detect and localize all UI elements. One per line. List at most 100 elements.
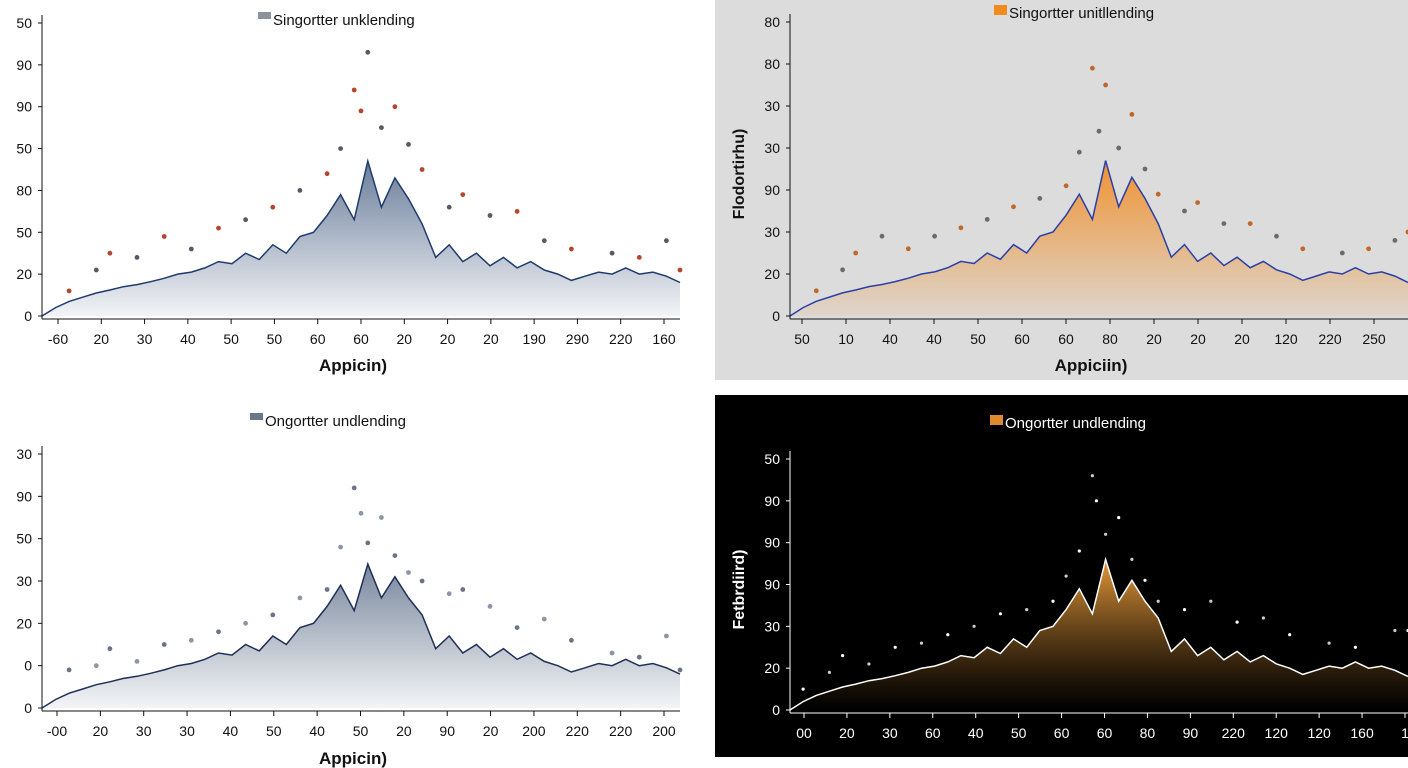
panel-top-left: 0 20 50 80 50 90 90 50 -60 20 30 40 50 50 60 60 20 20 20 19… (16, 12, 683, 375)
y-tick-label: 90 (16, 488, 32, 504)
scatter-point (188, 246, 194, 252)
scatter-point (351, 87, 357, 93)
scatter-point (216, 225, 221, 231)
area-fill (790, 160, 1408, 316)
x-tick-label: 20 (440, 331, 456, 347)
scatter-point (569, 637, 574, 643)
x-tick-label: 220 (1222, 725, 1246, 741)
scatter-point (1247, 221, 1253, 227)
scatter-point (1117, 516, 1121, 520)
scatter-point (1096, 128, 1102, 134)
x-tick-label: 20 (1234, 331, 1250, 347)
scatter-point (358, 510, 364, 516)
legend-swatch (258, 12, 271, 19)
scatter-point (270, 204, 276, 210)
scatter-point (93, 663, 99, 669)
scatter-point (406, 570, 411, 575)
x-tick-label: 20 (396, 723, 412, 739)
panel-bottom-right: 0 20 30 90 90 90 50 00 20 30 60 40 50 60 60 80 90 220 120 1… (731, 415, 1408, 741)
scatter-point (541, 616, 547, 622)
x-tick-label: 60 (1054, 725, 1070, 741)
scatter-point (134, 255, 140, 260)
scatter-point (1025, 608, 1029, 612)
x-tick-label: 20 (93, 331, 109, 347)
scatter-point (1182, 208, 1187, 214)
scatter-point (972, 624, 976, 628)
scatter-point (1077, 549, 1081, 553)
scatter-point (919, 641, 924, 645)
y-tick-label: 30 (764, 618, 780, 634)
scatter-point (1339, 250, 1345, 256)
x-axis-label: Appiciin) (1055, 356, 1128, 375)
legend-label: Singortter unklending (273, 12, 415, 29)
x-tick-label: 20 (483, 331, 499, 347)
scatter-point (677, 667, 683, 673)
scatter-point (841, 654, 845, 658)
scatter-point (569, 246, 574, 252)
scatter-point (338, 544, 343, 550)
scatter-point (392, 553, 398, 558)
x-tick-label: 1 (1401, 725, 1408, 741)
scatter-point (813, 288, 819, 294)
x-tick-label: -60 (48, 331, 68, 347)
scatter-point (446, 591, 452, 597)
scatter-point (853, 250, 859, 256)
scatter-point (446, 204, 452, 210)
scatter-point (1130, 557, 1134, 562)
x-tick-label: 220 (609, 331, 633, 347)
scatter-point (419, 578, 425, 584)
x-tick-label: 50 (1011, 725, 1027, 741)
scatter-point (636, 654, 642, 660)
y-tick-label: 0 (24, 658, 32, 674)
scatter-point (664, 238, 669, 244)
x-tick-label: 250 (1362, 331, 1386, 347)
scatter-point (243, 217, 249, 223)
x-tick-label: 290 (566, 331, 590, 347)
scatter-point (1300, 246, 1306, 252)
scatter-point (419, 167, 425, 172)
scatter-point (827, 670, 832, 675)
y-tick-label: 0 (24, 700, 32, 716)
scatter-point (1116, 145, 1122, 151)
scatter-point (932, 233, 937, 239)
legend-label: Ongortter undlending (1005, 415, 1146, 432)
x-tick-label: 120 (1307, 725, 1331, 741)
scatter-point (216, 629, 221, 635)
series-line (41, 158, 681, 317)
scatter-point (270, 612, 276, 618)
panel-bottom-left: 0 0 20 30 50 90 30 -00 20 30 30 40 50 40 50 20 90 20 200 22… (16, 413, 683, 768)
x-tick-label: 20 (483, 723, 499, 739)
y-tick-label: 90 (764, 493, 780, 509)
scatter-point (460, 192, 466, 198)
x-tick-label: 20 (1190, 331, 1206, 347)
scatter-point (1195, 200, 1200, 206)
x-tick-label: 30 (136, 723, 152, 739)
y-tick-label: 90 (16, 99, 32, 115)
scatter-point (867, 662, 871, 666)
legend-swatch (250, 413, 263, 420)
scatter-point (1063, 183, 1069, 189)
x-tick-label: 40 (309, 723, 325, 739)
scatter-point (365, 540, 371, 546)
scatter-point (1209, 599, 1213, 603)
scatter-point (609, 250, 615, 256)
scatter-point (1103, 82, 1108, 88)
scatter-point (338, 146, 343, 152)
scatter-point (66, 288, 72, 294)
series-line (789, 556, 1408, 711)
scatter-point (840, 267, 845, 273)
scatter-point (1090, 65, 1095, 71)
series-line (41, 561, 681, 709)
x-tick-label: 160 (652, 331, 676, 347)
scatter-point (1156, 599, 1160, 603)
y-tick-label: 90 (764, 182, 780, 198)
x-tick-label: 60 (925, 725, 941, 741)
x-tick-label: 90 (1183, 725, 1199, 741)
scatter-point (1142, 166, 1148, 172)
scatter-point (905, 246, 911, 252)
x-tick-label: 60 (310, 331, 326, 347)
y-tick-label: 50 (16, 15, 32, 31)
y-tick-label: 80 (764, 56, 780, 72)
scatter-point (1094, 499, 1098, 503)
scatter-point (161, 234, 167, 239)
